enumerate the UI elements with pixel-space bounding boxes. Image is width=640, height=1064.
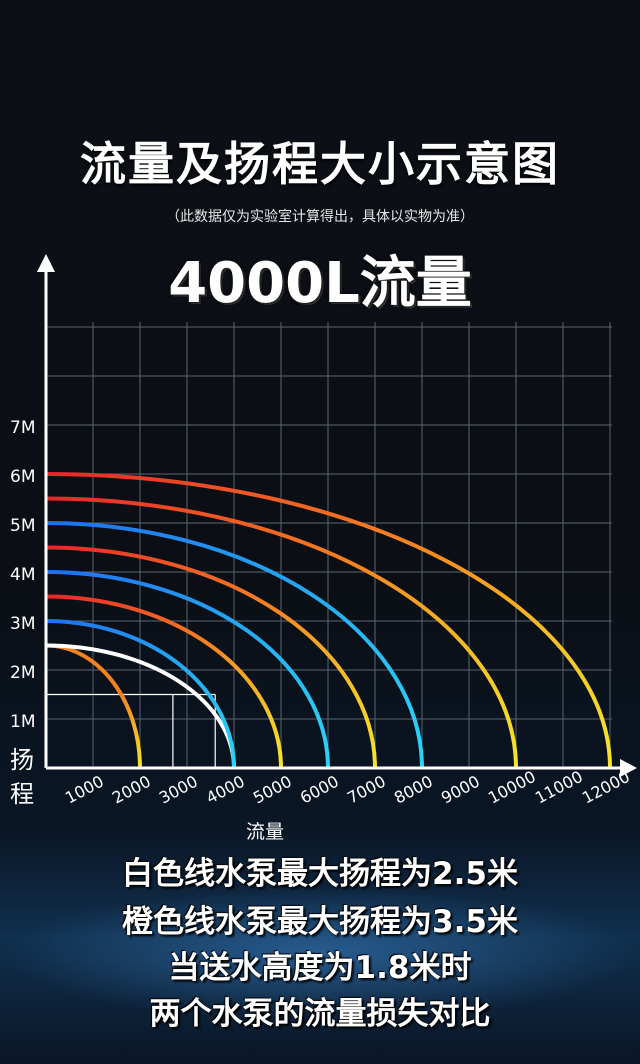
x-tick-label: 4000	[203, 772, 248, 808]
y-tick-label: 7M	[10, 418, 35, 438]
y-tick-label: 4M	[10, 565, 35, 585]
caption-line-4: 两个水泵的流量损失对比	[149, 996, 491, 1032]
background-glow	[0, 790, 640, 1064]
headline-flow: 4000L流量	[168, 251, 472, 316]
x-tick-label: 6000	[297, 772, 342, 808]
caption-line-3: 当送水高度为1.8米时	[168, 950, 472, 986]
y-tick-label: 1M	[10, 712, 35, 732]
curve-orange	[45, 594, 283, 769]
x-tick-label: 10000	[485, 767, 539, 808]
curve-cyan	[45, 570, 330, 769]
y-axis-label: 程	[10, 780, 34, 808]
curve-yellow	[45, 472, 612, 769]
x-tick-label: 7000	[344, 772, 389, 808]
x-axis-label: 流量	[246, 821, 284, 843]
x-tick-label: 1000	[62, 772, 107, 808]
y-tick-label: 5M	[10, 516, 35, 536]
x-tick-label: 3000	[156, 772, 201, 808]
y-axis-label: 扬	[10, 746, 34, 774]
curve-cyan	[45, 619, 236, 769]
page-subtitle: （此数据仅为实验室计算得出，具体以实物为准）	[166, 209, 474, 225]
y-tick-label: 3M	[10, 614, 35, 634]
y-axis-arrow	[37, 254, 55, 272]
x-axis-arrow	[620, 759, 637, 777]
curve-yellow	[45, 496, 518, 769]
caption-line-2: 橙色线水泵最大扬程为3.5米	[122, 904, 518, 940]
page-title: 流量及扬程大小示意图	[80, 137, 560, 191]
x-tick-label: 12000	[579, 767, 633, 808]
y-tick-label: 6M	[10, 467, 35, 487]
curve-orange	[45, 643, 142, 769]
x-tick-label: 2000	[109, 772, 154, 808]
y-tick-label: 2M	[10, 663, 35, 683]
x-tick-label: 9000	[438, 772, 483, 808]
x-tick-label: 11000	[532, 767, 586, 808]
curve-orange	[45, 545, 377, 769]
x-tick-label: 5000	[250, 772, 295, 808]
x-tick-label: 8000	[391, 772, 436, 808]
curve-cyan	[45, 521, 424, 769]
caption-line-1: 白色线水泵最大扬程为2.5米	[122, 856, 518, 892]
